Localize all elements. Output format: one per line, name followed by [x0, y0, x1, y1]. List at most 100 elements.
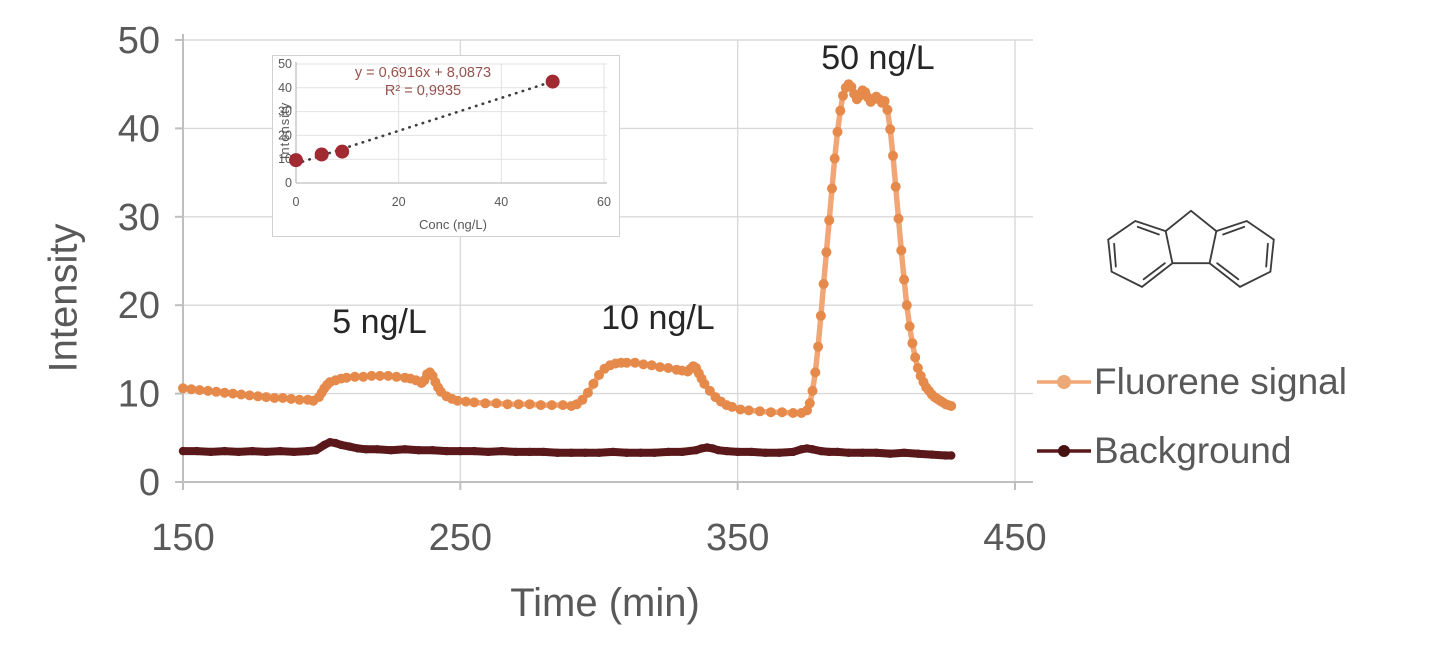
- fluorene-signal-marker: [815, 310, 826, 321]
- fluorene-signal-series: [178, 79, 957, 418]
- legend-item-background: Background: [1036, 427, 1347, 475]
- background-marker: [858, 448, 867, 457]
- annotation-50ngL: 50 ng/L: [821, 39, 935, 77]
- fluorene-signal-marker: [646, 360, 657, 371]
- inset-y-tick-label: 50: [278, 57, 292, 71]
- y-axis-title: Intensity: [41, 223, 86, 373]
- background-marker: [483, 447, 493, 457]
- background-marker: [608, 447, 618, 457]
- background-marker: [580, 448, 590, 457]
- inset-x-tick-label: 0: [293, 195, 300, 209]
- background-marker: [872, 448, 881, 457]
- background-marker: [220, 446, 229, 456]
- background-marker: [525, 447, 534, 457]
- background-marker: [400, 445, 410, 454]
- background-marker: [206, 447, 215, 457]
- background-marker: [636, 448, 645, 457]
- fluorene-signal-marker: [557, 400, 568, 411]
- x-tick-label: 250: [429, 517, 492, 559]
- background-marker: [844, 448, 853, 457]
- background-marker: [303, 446, 312, 456]
- background-series: [178, 438, 956, 460]
- y-tick-label: 20: [118, 285, 160, 327]
- fluorene-signal-marker: [546, 400, 557, 411]
- fluorene-signal-marker: [655, 362, 665, 373]
- fluorene-signal-marker: [502, 399, 513, 410]
- calibration-inset-chart: 0 10 20 30 40 50 0 20 40 60: [278, 57, 611, 209]
- fluorene-signal-marker: [901, 300, 912, 311]
- fluorene-signal-marker: [203, 385, 213, 396]
- legend: Fluorene signal Background: [1036, 358, 1347, 496]
- fluorene-signal-marker: [638, 359, 649, 370]
- fluorene-signal-marker: [261, 392, 272, 403]
- y-tick-label: 40: [118, 108, 160, 150]
- fluorene-signal-marker: [469, 397, 480, 408]
- fluorene-signal-marker: [946, 401, 957, 411]
- fluorene-signal-marker: [912, 363, 923, 373]
- inset-y-tick-label: 0: [285, 176, 292, 190]
- background-marker: [733, 447, 742, 457]
- fluorene-signal-marker: [804, 398, 815, 409]
- background-marker: [899, 448, 909, 457]
- fluorene-signal-marker: [236, 389, 247, 400]
- background-marker: [825, 447, 834, 457]
- fluorene-signal-marker: [349, 371, 360, 382]
- background-marker: [664, 447, 673, 457]
- fluorene-signal-marker: [788, 408, 799, 418]
- calibration-point: [545, 74, 560, 89]
- fluorene-signal-marker: [391, 371, 402, 382]
- fluorene-signal-marker: [358, 371, 369, 382]
- fluorene-signal-marker: [524, 399, 535, 410]
- background-marker: [886, 449, 895, 458]
- fluorene-signal-marker: [577, 394, 588, 405]
- fluorene-signal-marker: [777, 407, 787, 418]
- fluorene-signal-marker: [910, 352, 921, 363]
- inset-y-tick-label: 20: [278, 128, 292, 142]
- fluorene-signal-marker: [882, 104, 893, 115]
- fluorene-signal-marker: [194, 385, 205, 396]
- fluorene-signal-marker: [893, 213, 904, 224]
- fluorene-signal-marker: [890, 181, 901, 192]
- background-marker: [511, 447, 520, 457]
- background-marker: [678, 447, 687, 457]
- fluorene-signal-marker: [341, 372, 352, 383]
- background-marker: [775, 448, 784, 457]
- inset-y-tick-label: 30: [278, 105, 292, 119]
- fluorene-signal-marker: [904, 321, 915, 332]
- inset-x-tick-label: 40: [494, 195, 508, 209]
- fluorene-signal-marker: [896, 245, 907, 256]
- background-marker: [289, 447, 299, 457]
- calibration-point: [289, 153, 303, 168]
- background-legend-marker: [1037, 445, 1091, 457]
- background-marker: [594, 448, 604, 457]
- legend-label-fluorene-signal: Fluorene signal: [1094, 361, 1347, 402]
- fluorene-signal-marker: [582, 387, 593, 398]
- background-marker: [248, 446, 257, 456]
- inset-y-tick-label: 10: [278, 152, 292, 166]
- annotation-5ngL: 5 ng/L: [332, 303, 427, 341]
- background-marker: [178, 446, 188, 456]
- inset-x-tick-label: 20: [392, 195, 406, 209]
- r-squared-value: R² = 0,9935: [384, 83, 462, 99]
- background-marker: [311, 446, 321, 455]
- fluorene-signal-marker: [818, 279, 829, 289]
- fluorene-signal-marker: [699, 378, 710, 389]
- background-marker: [361, 445, 371, 454]
- background-marker: [622, 448, 631, 457]
- axes: [175, 34, 1033, 490]
- fluorene-signal-marker: [269, 393, 280, 403]
- background-marker: [470, 446, 479, 456]
- background-marker: [947, 451, 956, 460]
- fluorene-signal-marker: [186, 384, 197, 395]
- fluorene-signal-marker: [383, 370, 394, 381]
- background-marker: [833, 447, 842, 457]
- background-marker: [372, 445, 382, 454]
- y-tick-label: 10: [118, 374, 160, 416]
- background-marker: [553, 448, 562, 457]
- fluorene-signal-marker: [491, 398, 502, 409]
- inset-gridlines: [296, 63, 607, 183]
- background-marker: [808, 445, 817, 454]
- fluorene-signal-marker: [252, 391, 263, 402]
- background-marker: [262, 447, 271, 457]
